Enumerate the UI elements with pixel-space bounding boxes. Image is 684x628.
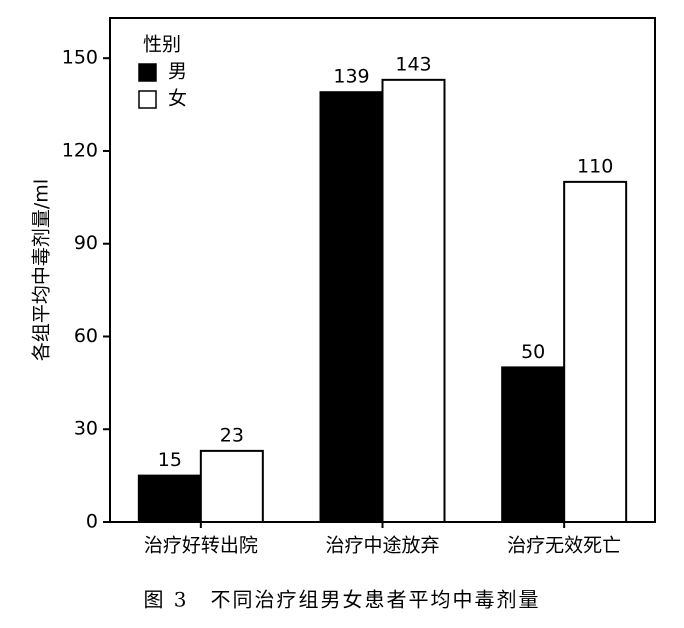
- bar: [501, 366, 566, 523]
- x-tick-label: 治疗好转出院: [144, 535, 258, 557]
- bar: [563, 180, 628, 524]
- data-label: 50: [521, 341, 545, 363]
- bar: [381, 78, 446, 524]
- y-tick-label: 60: [74, 325, 98, 347]
- caption: 图 3 不同治疗组男女患者平均中毒剂量: [143, 588, 540, 612]
- legend-swatch: [138, 90, 157, 109]
- bar: [137, 474, 202, 523]
- x-tick-label: 治疗无效死亡: [507, 535, 621, 557]
- legend-title: 性别: [143, 34, 181, 56]
- y-tick-label: 90: [74, 232, 98, 254]
- data-label: 143: [395, 53, 431, 75]
- y-tick-label: 0: [86, 511, 98, 533]
- legend-label: 女: [168, 88, 187, 110]
- bar: [199, 449, 264, 523]
- legend-label: 男: [168, 61, 187, 83]
- data-label: 23: [220, 424, 244, 446]
- data-label: 139: [333, 66, 369, 88]
- legend-swatch: [138, 63, 157, 82]
- data-label: 110: [577, 155, 613, 177]
- x-tick-label: 治疗中途放弃: [325, 535, 439, 557]
- y-tick-label: 30: [74, 418, 98, 440]
- y-axis-label: 各组平均中毒剂量/ml: [31, 179, 53, 361]
- y-tick-label: 120: [62, 139, 98, 161]
- data-label: 15: [158, 449, 182, 471]
- bar: [319, 91, 384, 523]
- y-tick-label: 150: [62, 47, 98, 69]
